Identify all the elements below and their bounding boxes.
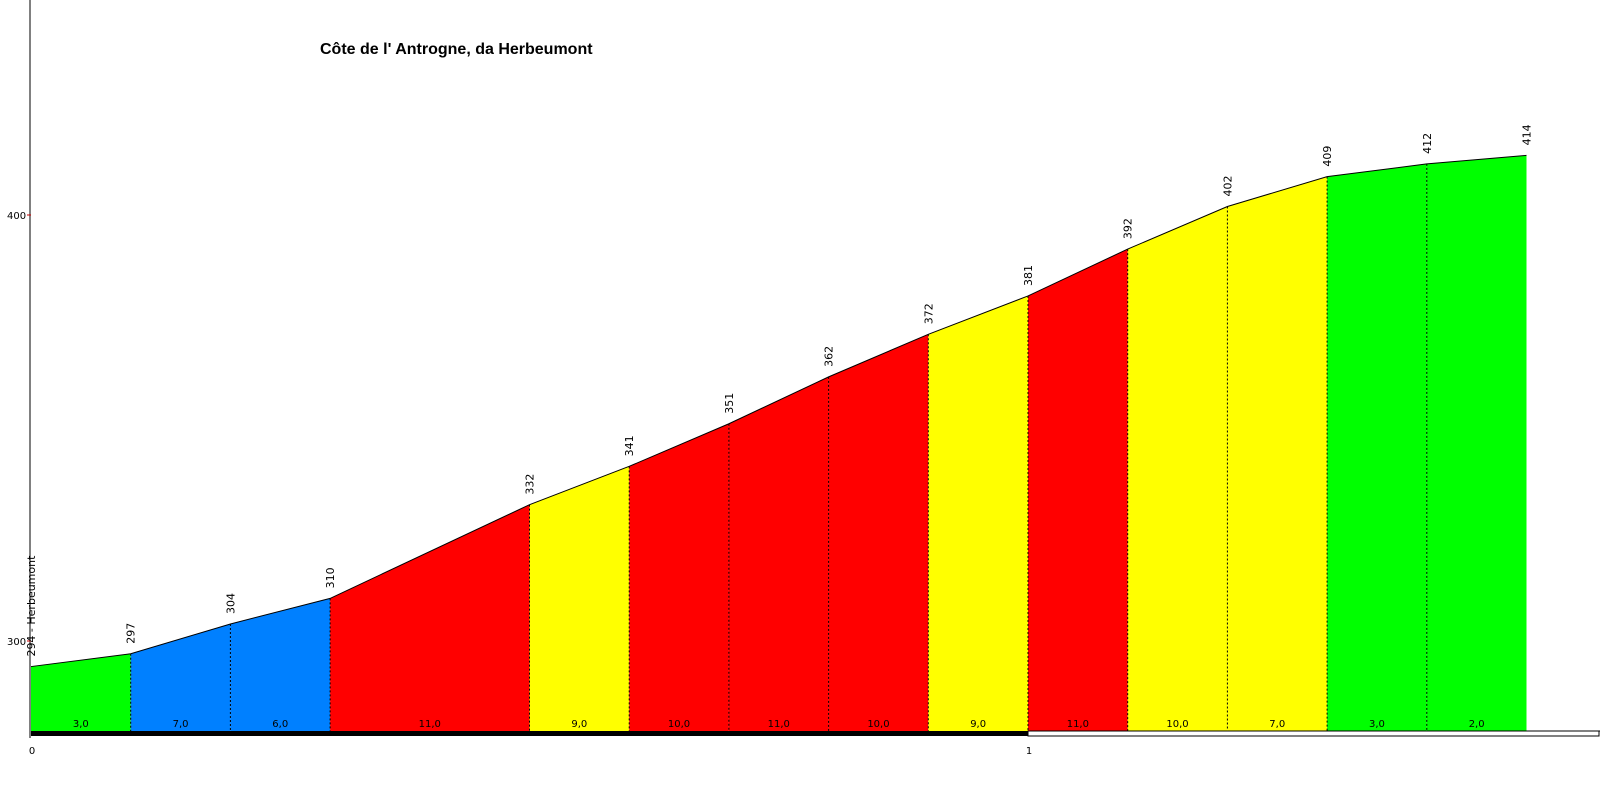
elevation-label: 402 xyxy=(1221,175,1234,196)
segment-area xyxy=(1127,206,1228,732)
grade-label: 7,0 xyxy=(173,719,189,730)
grade-labels: 3,0 7,0 6,0 11,0 9,0 10,0 11,0 10,0 9,0 11,0 10,0 7… xyxy=(73,719,1485,730)
profile-outline xyxy=(30,154,1527,668)
elevation-label: 351 xyxy=(723,393,736,414)
segment-area xyxy=(330,504,530,731)
segment-area xyxy=(629,423,729,731)
distance-bar-km-1 xyxy=(31,731,1028,736)
grade-label: 11,0 xyxy=(419,719,441,730)
elevation-label: 414 xyxy=(1521,124,1534,145)
segment-area xyxy=(928,295,1028,731)
grade-label: 10,0 xyxy=(668,719,690,730)
elevation-label: 304 xyxy=(224,593,237,614)
segment-dividers xyxy=(130,163,1428,731)
grade-label: 10,0 xyxy=(867,719,889,730)
elevation-label: 297 xyxy=(125,623,138,644)
elevation-label: 362 xyxy=(823,346,836,367)
grade-label: 3,0 xyxy=(73,719,89,730)
profile-segments xyxy=(31,155,1527,732)
grade-label: 2,0 xyxy=(1469,719,1485,730)
segment-area xyxy=(828,334,929,731)
segment-area xyxy=(230,598,331,731)
grade-label: 11,0 xyxy=(768,719,790,730)
grade-label: 9,0 xyxy=(571,719,587,730)
elevation-label: 332 xyxy=(524,474,537,495)
x-tick-label: 1 xyxy=(1026,746,1032,757)
segment-area xyxy=(130,623,231,731)
grade-label: 7,0 xyxy=(1269,719,1285,730)
x-tick-label: 0 xyxy=(29,746,35,757)
grade-label: 6,0 xyxy=(272,719,288,730)
elevation-label: 381 xyxy=(1022,265,1035,286)
elevation-label: 310 xyxy=(324,567,337,588)
elevation-label: 392 xyxy=(1122,218,1135,239)
segment-area xyxy=(1227,176,1328,731)
grade-label: 11,0 xyxy=(1067,719,1089,730)
segment-area xyxy=(1327,163,1427,731)
grade-label: 10,0 xyxy=(1166,719,1188,730)
elevation-label: 372 xyxy=(922,303,935,324)
chart-title: Côte de l' Antrogne, da Herbeumont xyxy=(320,41,593,58)
grade-label: 9,0 xyxy=(970,719,986,730)
y-tick-label: 300 xyxy=(7,637,26,648)
elevation-labels: 294 - Herbeumont 297 304 310 332 341 351 362 372… xyxy=(25,124,1534,656)
segment-area xyxy=(31,653,131,731)
segment-area xyxy=(1028,249,1128,731)
grade-label: 3,0 xyxy=(1369,719,1385,730)
y-tick-label: 400 xyxy=(7,211,26,222)
distance-bar-km-2 xyxy=(1027,730,1600,737)
elevation-label: 294 - Herbeumont xyxy=(25,555,38,657)
axes: 300 400 0 1 xyxy=(7,0,1600,757)
segment-area xyxy=(529,466,630,731)
segment-area xyxy=(728,376,829,731)
elevation-label: 409 xyxy=(1321,146,1334,167)
segment-area xyxy=(1426,155,1527,732)
elevation-label: 341 xyxy=(623,435,636,456)
elevation-label: 412 xyxy=(1421,133,1434,154)
